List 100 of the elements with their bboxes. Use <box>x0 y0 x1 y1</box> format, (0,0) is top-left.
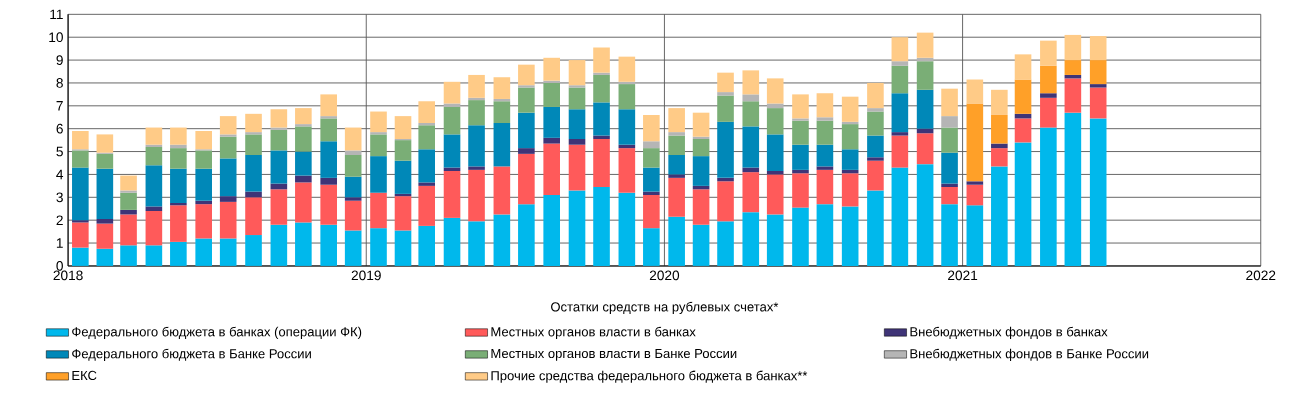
bar <box>443 107 461 135</box>
bar <box>668 155 685 175</box>
bar <box>991 115 1008 144</box>
bar <box>72 222 89 248</box>
bar <box>443 217 461 266</box>
bar <box>418 225 436 266</box>
bar <box>668 174 685 178</box>
bar <box>195 238 212 266</box>
bar <box>493 166 511 215</box>
bar <box>891 93 909 133</box>
bar <box>966 205 984 266</box>
bar <box>891 132 909 136</box>
bar <box>568 139 586 145</box>
bar <box>270 150 288 184</box>
y-tick-label: 6 <box>56 123 63 134</box>
bar <box>1040 65 1057 94</box>
bar <box>493 101 511 124</box>
bar <box>418 149 436 183</box>
bar <box>320 94 337 117</box>
bar <box>468 169 485 222</box>
bar <box>618 192 636 266</box>
bar <box>643 167 660 192</box>
x-tick-label: 2022 <box>1246 270 1276 281</box>
bar <box>792 118 809 121</box>
bar <box>443 171 461 218</box>
bar <box>96 248 114 266</box>
y-tick-label: 9 <box>56 55 63 65</box>
bar <box>1089 118 1107 266</box>
bar <box>295 151 312 176</box>
bar <box>643 228 660 266</box>
bar <box>668 108 685 133</box>
bar <box>295 182 312 223</box>
bar <box>742 126 760 168</box>
y-tick-label: 7 <box>56 101 63 111</box>
legend-label: Внебюджетных фондов в банках <box>910 326 1108 340</box>
bar <box>1089 36 1107 61</box>
x-tick-label: 2019 <box>351 270 381 281</box>
bar <box>518 112 535 149</box>
bar <box>568 87 586 110</box>
bar <box>941 152 958 184</box>
bar <box>717 221 734 266</box>
bar <box>916 89 934 129</box>
bar <box>816 120 834 145</box>
bar <box>145 127 163 145</box>
bar <box>120 245 137 266</box>
legend-label: ЕКС <box>72 370 97 381</box>
bar <box>991 148 1008 167</box>
bar <box>568 85 586 88</box>
bar <box>493 77 511 100</box>
bar <box>1014 118 1032 143</box>
bar <box>443 81 461 104</box>
bar <box>170 205 187 242</box>
bar <box>394 160 412 194</box>
bar <box>320 224 337 266</box>
bar <box>867 111 884 136</box>
bar <box>816 117 834 121</box>
bar <box>841 206 859 266</box>
bar <box>891 65 909 94</box>
bar <box>320 118 337 142</box>
bar <box>1040 40 1057 66</box>
bar <box>1040 93 1057 98</box>
legend-label: Федерального бюджета в банках (операции ФК) <box>72 326 362 340</box>
bar <box>668 177 685 217</box>
bar <box>468 75 485 98</box>
bar <box>245 113 262 133</box>
bar <box>145 206 163 212</box>
bar <box>493 214 511 266</box>
bar <box>344 230 362 266</box>
bar <box>593 47 610 73</box>
legend-label: Внебюджетных фондов в Банке России <box>910 348 1149 361</box>
bar <box>96 223 114 249</box>
bar <box>543 83 560 108</box>
bar <box>593 187 610 266</box>
bar <box>766 174 784 215</box>
y-tick-label: 5 <box>56 146 63 157</box>
bar <box>370 111 387 133</box>
bar <box>717 121 734 178</box>
bar <box>1064 34 1082 61</box>
bar <box>468 221 485 266</box>
bar <box>344 155 362 177</box>
bar <box>245 197 262 236</box>
bar <box>320 184 337 225</box>
bar <box>668 216 685 266</box>
bar <box>270 129 288 151</box>
bar <box>344 197 362 201</box>
bar <box>1040 127 1057 266</box>
bar <box>966 181 984 185</box>
bar <box>219 201 237 239</box>
bar <box>219 134 237 137</box>
bar <box>344 127 362 151</box>
bar <box>1014 142 1032 266</box>
bar <box>1089 60 1107 85</box>
bar <box>717 92 734 96</box>
bar <box>418 101 436 124</box>
bar <box>941 116 958 128</box>
bar <box>742 94 760 102</box>
bar <box>966 79 984 104</box>
bar <box>418 125 436 150</box>
y-tick-label: 0 <box>56 261 63 271</box>
bar <box>370 192 387 229</box>
